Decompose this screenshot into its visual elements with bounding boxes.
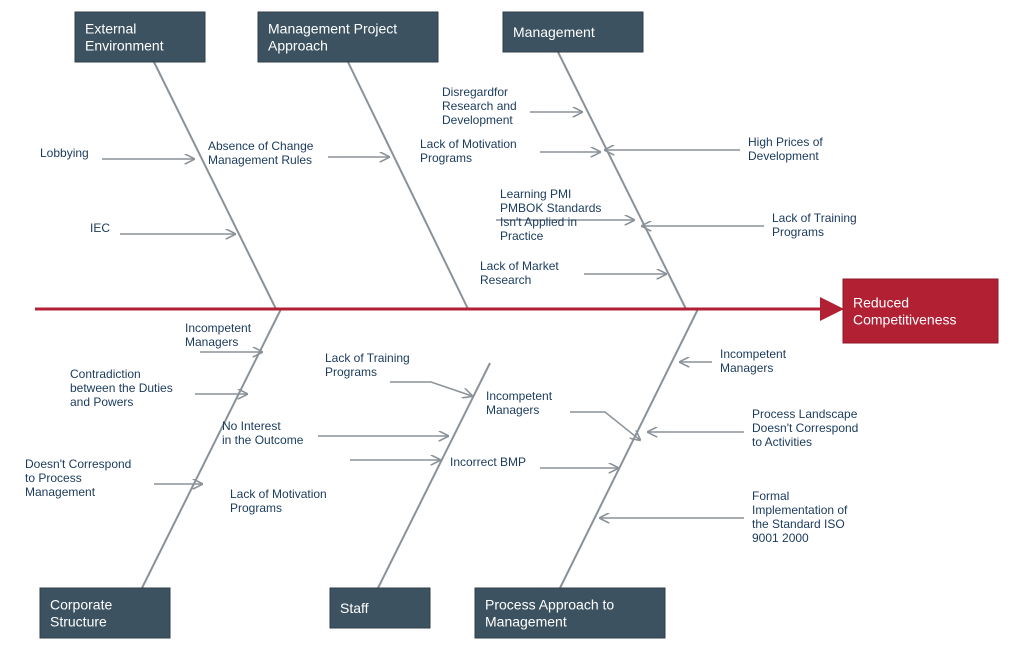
category-boxes-layer: ExternalEnvironment Management ProjectApp… [40,12,998,638]
bottom-cat-1-cause-2: Lack of MotivationPrograms [230,460,440,515]
svg-text:Incorrect BMP: Incorrect BMP [450,455,526,469]
top-cat-1-box: Management ProjectApproach [258,12,438,62]
svg-text:High Prices ofDevelopment: High Prices ofDevelopment [748,135,823,163]
bottom-cat-1-bone [378,363,490,588]
svg-text:CorporateStructure: CorporateStructure [50,597,112,630]
bottom-cat-2-cause-1: IncompetentManagers [486,389,640,440]
top-cat-2-cause-0: DisregardforResearch andDevelopment [442,85,582,127]
svg-text:Lack of TrainingPrograms: Lack of TrainingPrograms [325,351,410,379]
bottom-cat-1-cause-1: No Interestin the Outcome [222,419,448,447]
bottom-cat-2-cause-2: Process LandscapeDoesn't Correspondto Ac… [648,407,858,449]
effect-box: ReducedCompetitiveness [843,279,998,343]
bottom-cat-2-cause-0: IncompetentManagers [680,347,787,375]
svg-text:Lobbying: Lobbying [40,146,89,160]
svg-text:Lack of MotivationPrograms: Lack of MotivationPrograms [420,137,517,165]
svg-text:Process LandscapeDoesn't Corre: Process LandscapeDoesn't Correspondto Ac… [752,407,858,449]
svg-text:IncompetentManagers: IncompetentManagers [720,347,787,375]
svg-text:IEC: IEC [90,221,110,235]
svg-text:IncompetentManagers: IncompetentManagers [185,321,252,349]
top-cat-0-bone [154,62,276,309]
svg-text:Contradictionbetween the Dutie: Contradictionbetween the Dutiesand Power… [70,367,173,409]
fishbone-diagram: Lobbying IEC Absence of ChangeManagement R… [0,0,1024,651]
bottom-cat-0-box: CorporateStructure [40,588,170,638]
bottom-cat-2-bone [560,309,698,588]
bottom-cat-2-box: Process Approach toManagement [475,588,665,638]
top-cat-1-cause-0: Absence of ChangeManagement Rules [208,139,389,167]
svg-text:DisregardforResearch andDevelo: DisregardforResearch andDevelopment [442,85,517,127]
svg-text:Staff: Staff [340,600,369,616]
svg-text:No Interestin the Outcome: No Interestin the Outcome [222,419,304,447]
top-cat-2-cause-2: High Prices ofDevelopment [605,135,823,163]
bottom-cat-1-box: Staff [330,588,430,628]
svg-text:Learning PMIPMBOK StandardsIsn: Learning PMIPMBOK StandardsIsn't Applied… [500,187,601,243]
svg-text:FormalImplementation ofthe Sta: FormalImplementation ofthe Standard ISO9… [752,489,848,545]
svg-text:Absence of ChangeManagement Ru: Absence of ChangeManagement Rules [208,139,314,167]
causes-layer: Lobbying IEC Absence of ChangeManagement R… [25,85,858,545]
top-cat-2-cause-3: Learning PMIPMBOK StandardsIsn't Applied… [496,187,634,243]
svg-text:Lack of MotivationPrograms: Lack of MotivationPrograms [230,487,327,515]
top-cat-2-cause-1: Lack of MotivationPrograms [420,137,600,165]
bottom-cat-0-bone [142,309,281,588]
top-cat-2-cause-5: Lack of MarketResearch [480,259,666,287]
top-cat-0-cause-1: IEC [90,221,235,235]
bottom-cat-0-cause-1: Contradictionbetween the Dutiesand Power… [70,367,247,409]
svg-text:Management: Management [513,24,595,40]
bottom-cat-2-cause-3: Incorrect BMP [450,455,618,469]
bottom-cat-0-cause-0: IncompetentManagers [185,321,262,352]
top-cat-2-box: Management [503,12,643,52]
svg-text:IncompetentManagers: IncompetentManagers [486,389,553,417]
bottom-cat-1-cause-0: Lack of TrainingPrograms [325,351,472,396]
bottom-cat-0-cause-2: Doesn't Correspondto ProcessManagement [25,457,202,499]
svg-text:Doesn't Correspondto ProcessMa: Doesn't Correspondto ProcessManagement [25,457,131,499]
svg-text:Lack of TrainingPrograms: Lack of TrainingPrograms [772,211,857,239]
bones-layer [142,52,698,588]
bottom-cat-2-cause-4: FormalImplementation ofthe Standard ISO9… [600,489,848,545]
svg-text:Lack of MarketResearch: Lack of MarketResearch [480,259,559,287]
top-cat-2-cause-4: Lack of TrainingPrograms [642,211,857,239]
top-cat-0-box: ExternalEnvironment [75,12,205,62]
top-cat-2-bone [558,52,686,309]
top-cat-0-cause-0: Lobbying [40,146,194,160]
